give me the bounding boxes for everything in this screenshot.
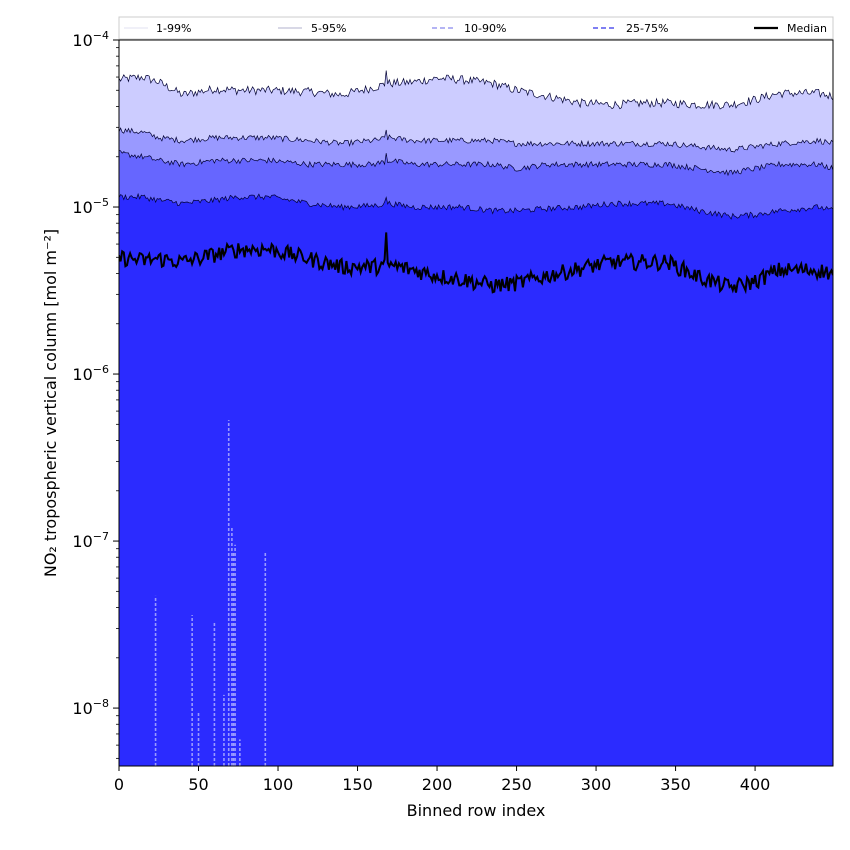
legend-label-4: Median [787,22,827,35]
axes: 0 50 100 150 200 250 300 350 400 10−8 10−7 10−6 10−5… [72,29,834,794]
band-25-75-upper-line [119,192,833,220]
x-tick-label-7: 350 [660,775,691,794]
band-5-95-upper-line [119,127,833,153]
legend-label-2: 10-90% [464,22,506,35]
legend-box [118,16,834,40]
y-tick-label-2: 10−6 [72,363,109,384]
legend-label-3: 25-75% [626,22,668,35]
y-tick-label-3: 10−5 [72,196,109,217]
band-25-75-fill [119,194,833,766]
plot-area [119,40,833,766]
x-axis-label: Binned row index [407,801,546,820]
plot-clip-group [119,40,833,766]
y-tick-label-1: 10−7 [72,530,109,551]
legend-label-0: 1-99% [156,22,191,35]
x-tick-label-1: 50 [188,775,208,794]
axes-frame [118,39,834,767]
band-1-99-upper-line [119,70,833,110]
median-line [119,232,833,295]
x-tick-label-8: 400 [740,775,771,794]
band-10-90-upper-line [119,150,833,177]
legend: 1-99% 5-95% 10-90% 25-75% Median [118,16,834,40]
legend-label-1: 5-95% [311,22,346,35]
x-tick-label-0: 0 [114,775,124,794]
x-tick-label-2: 100 [263,775,294,794]
y-tick-label-0: 10−8 [72,697,109,718]
x-tick-label-6: 300 [581,775,612,794]
y-tick-label-4: 10−4 [72,29,109,50]
x-tick-label-4: 200 [422,775,453,794]
x-tick-label-5: 250 [501,775,532,794]
x-tick-label-3: 150 [342,775,373,794]
y-axis-label: NO₂ tropospheric vertical column [mol m⁻… [41,229,60,577]
